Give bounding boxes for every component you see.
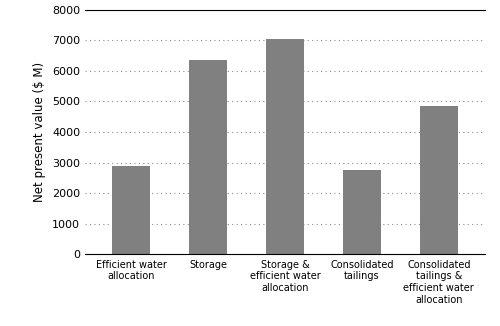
Bar [112, 166, 150, 254]
Bar [189, 60, 228, 254]
Y-axis label: Net present value ($ M): Net present value ($ M) [34, 62, 46, 202]
Bar [342, 170, 381, 254]
Bar [420, 106, 458, 254]
Bar [266, 39, 304, 254]
